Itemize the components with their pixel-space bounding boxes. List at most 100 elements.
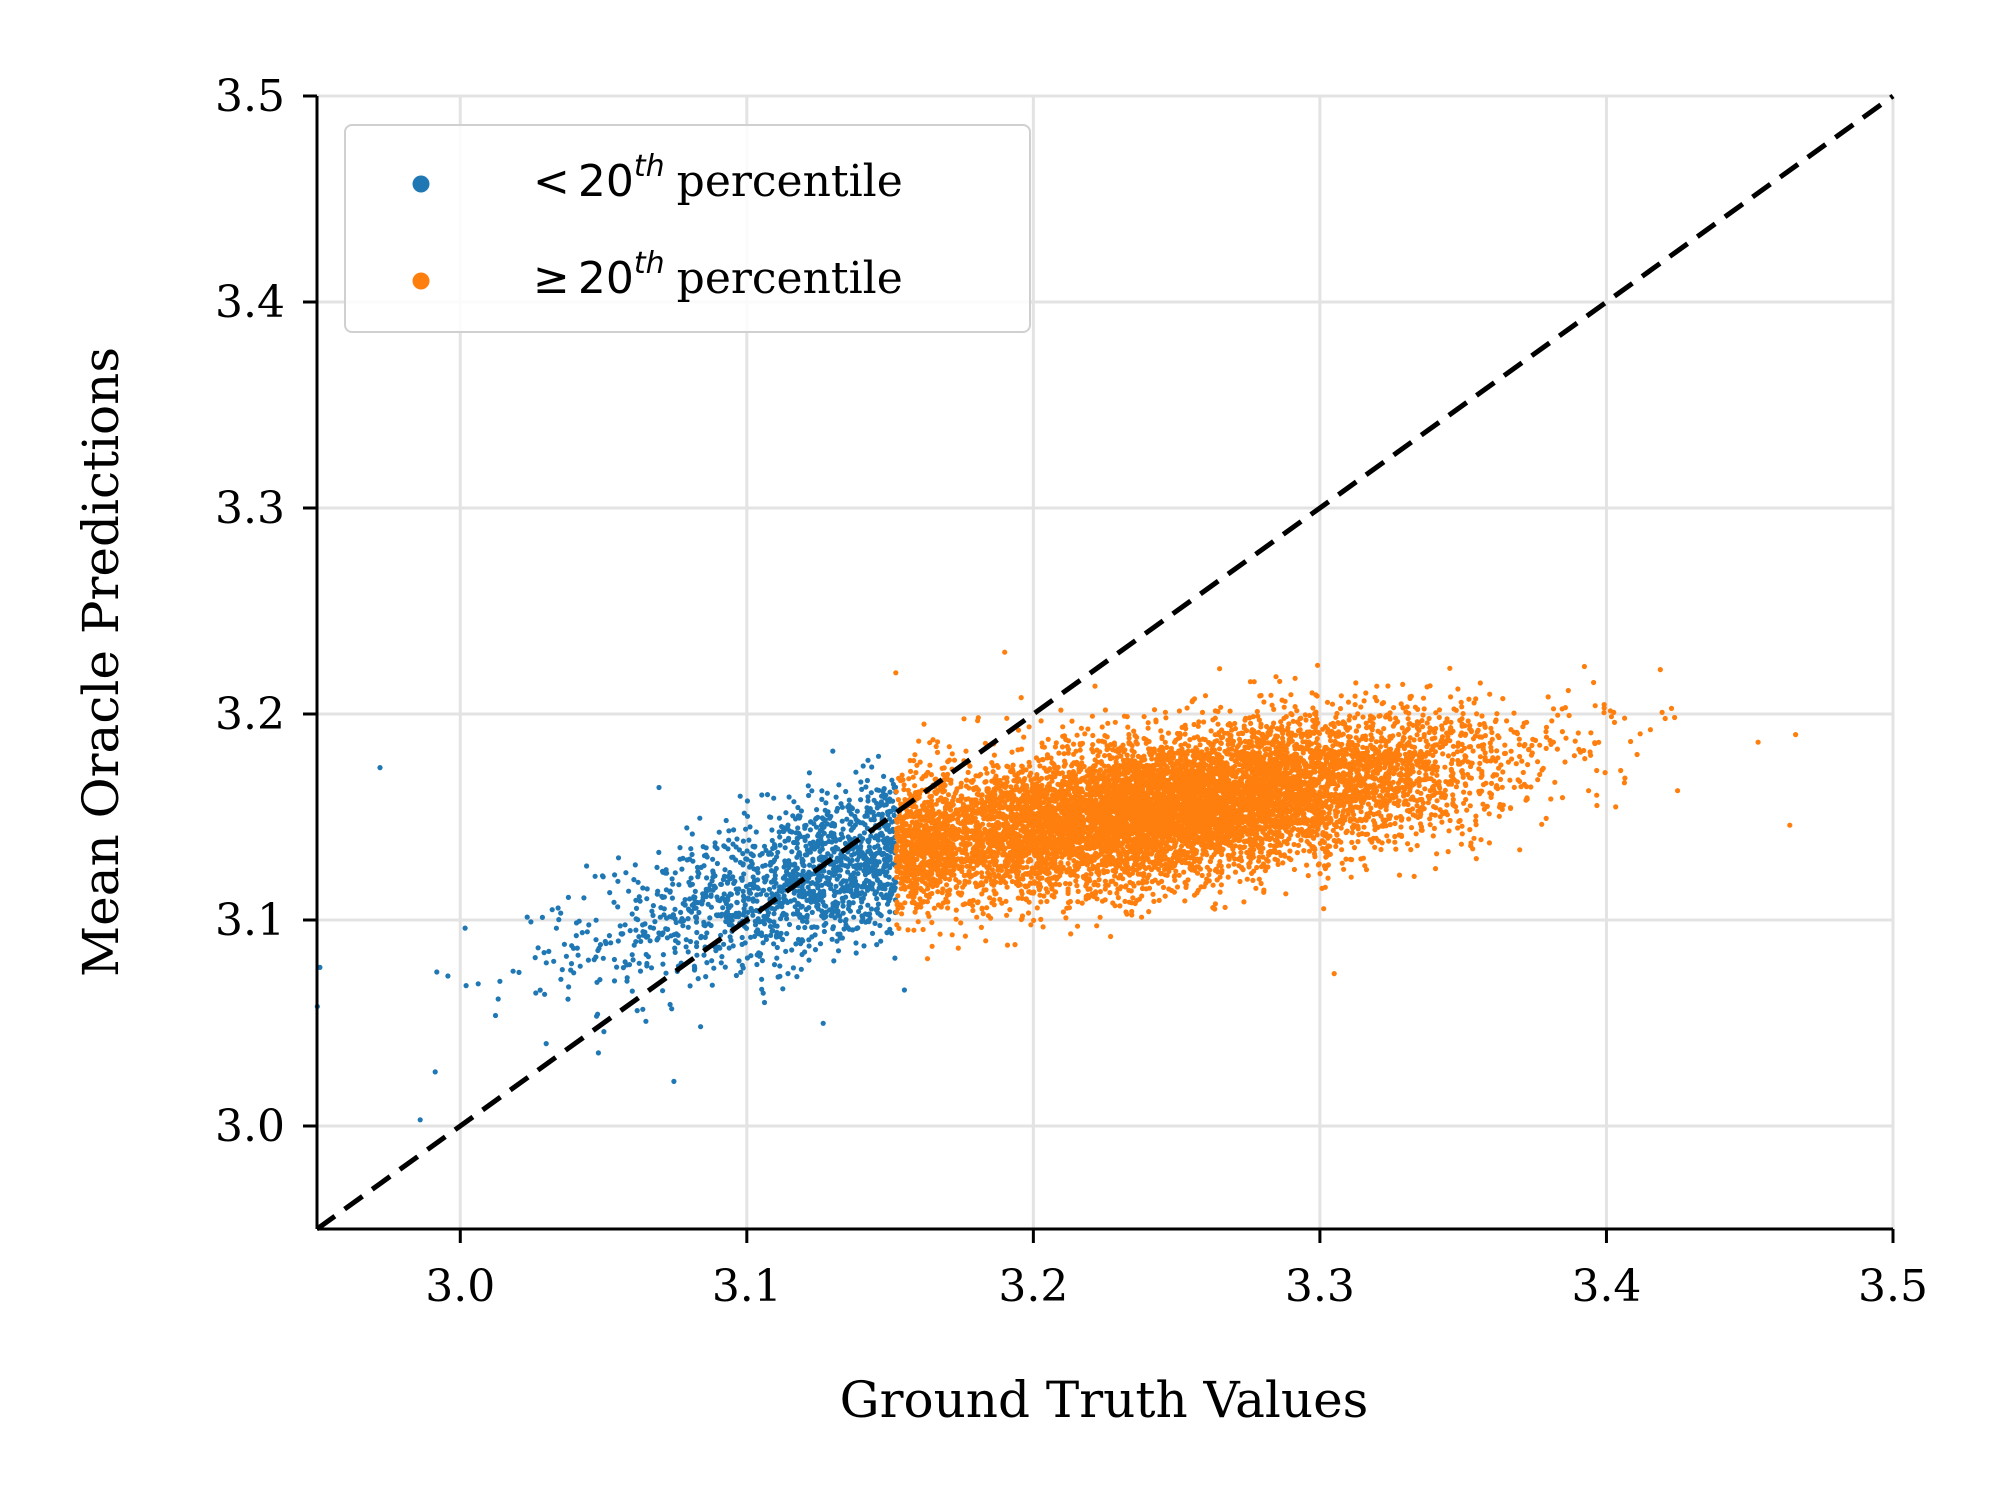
scatter-point — [707, 915, 713, 921]
scatter-point — [987, 895, 993, 901]
scatter-point — [980, 911, 986, 917]
scatter-point — [847, 908, 854, 914]
scatter-point — [638, 938, 644, 945]
scatter-point — [882, 862, 888, 868]
scatter-point — [681, 918, 687, 924]
scatter-point — [1447, 665, 1453, 671]
scatter-point — [655, 935, 661, 941]
scatter-point — [804, 919, 810, 925]
scatter-point — [1479, 713, 1485, 719]
scatter-point — [769, 837, 775, 844]
scatter-point — [817, 941, 824, 947]
scatter-point — [862, 891, 868, 897]
scatter-point — [1268, 692, 1274, 698]
scatter-point — [851, 894, 857, 900]
scatter-point — [754, 892, 760, 898]
scatter-point — [633, 939, 639, 945]
scatter-point — [575, 952, 581, 958]
scatter-point — [721, 891, 727, 897]
scatter-point — [1549, 718, 1555, 724]
scatter-point — [611, 899, 617, 905]
scatter-point — [1356, 723, 1362, 729]
scatter-point — [642, 921, 648, 927]
scatter-point — [769, 827, 775, 833]
scatter-point — [693, 919, 700, 925]
scatter-point — [791, 839, 797, 846]
scatter-point — [700, 844, 706, 850]
scatter-point — [1044, 898, 1050, 905]
scatter-point — [574, 945, 580, 951]
scatter-point — [743, 856, 749, 862]
scatter-point — [565, 996, 571, 1002]
scatter-point — [1494, 711, 1500, 717]
scatter-point — [1378, 846, 1384, 853]
scatter-point — [643, 1018, 649, 1024]
scatter-point — [698, 864, 704, 871]
scatter-point — [871, 813, 877, 819]
scatter-point — [754, 898, 760, 904]
scatter-point — [832, 865, 838, 871]
scatter-point — [645, 954, 652, 960]
scatter-point — [806, 792, 812, 799]
scatter-point — [1377, 744, 1384, 750]
scatter-point — [1431, 825, 1437, 832]
scatter-point — [783, 948, 789, 955]
scatter-point — [820, 1020, 826, 1026]
scatter-point — [815, 902, 821, 908]
scatter-point — [713, 912, 720, 918]
scatter-point — [1132, 733, 1138, 739]
scatter-point — [1258, 724, 1264, 730]
scatter-point — [695, 874, 701, 880]
scatter-point — [868, 850, 874, 856]
scatter-point — [771, 962, 778, 968]
scatter-point — [771, 919, 777, 925]
scatter-point — [807, 849, 814, 855]
scatter-point — [695, 869, 701, 875]
scatter-point — [1494, 783, 1500, 789]
scatter-point — [837, 867, 844, 873]
scatter-point — [694, 929, 700, 936]
scatter-point — [733, 972, 740, 979]
scatter-point — [645, 933, 651, 939]
scatter-point — [1197, 742, 1203, 748]
scatter-point — [866, 844, 873, 850]
scatter-point — [886, 898, 892, 904]
scatter-point — [777, 842, 783, 848]
scatter-point — [823, 913, 829, 920]
scatter-point — [771, 869, 778, 875]
scatter-point — [825, 833, 832, 839]
scatter-point — [607, 890, 613, 896]
scatter-point — [1550, 706, 1557, 712]
scatter-point — [884, 881, 890, 888]
scatter-point — [1291, 841, 1297, 848]
scatter-point — [816, 855, 822, 861]
scatter-point — [1217, 889, 1223, 895]
scatter-point — [776, 829, 782, 835]
scatter-point — [733, 844, 739, 850]
scatter-point — [704, 960, 710, 966]
scatter-point — [884, 858, 891, 864]
scatter-point — [740, 851, 746, 857]
scatter-point — [731, 880, 737, 887]
scatter-point — [722, 867, 728, 873]
scatter-point — [555, 905, 561, 911]
scatter-point — [859, 786, 865, 793]
scatter-point — [764, 792, 771, 798]
scatter-point — [624, 978, 630, 984]
scatter-point — [745, 895, 752, 901]
scatter-point — [874, 896, 880, 902]
scatter-point — [797, 813, 803, 819]
scatter-point — [974, 870, 980, 876]
scatter-point — [709, 982, 715, 988]
scatter-point — [759, 958, 766, 964]
scatter-point — [689, 831, 695, 837]
scatter-point — [737, 859, 744, 866]
scatter-point — [875, 837, 881, 843]
scatter-point — [563, 953, 570, 959]
scatter-point — [776, 887, 782, 894]
scatter-point — [815, 838, 821, 844]
scatter-point — [1134, 741, 1140, 747]
scatter-point — [776, 815, 783, 821]
scatter-point — [725, 846, 731, 852]
scatter-point — [600, 955, 606, 961]
